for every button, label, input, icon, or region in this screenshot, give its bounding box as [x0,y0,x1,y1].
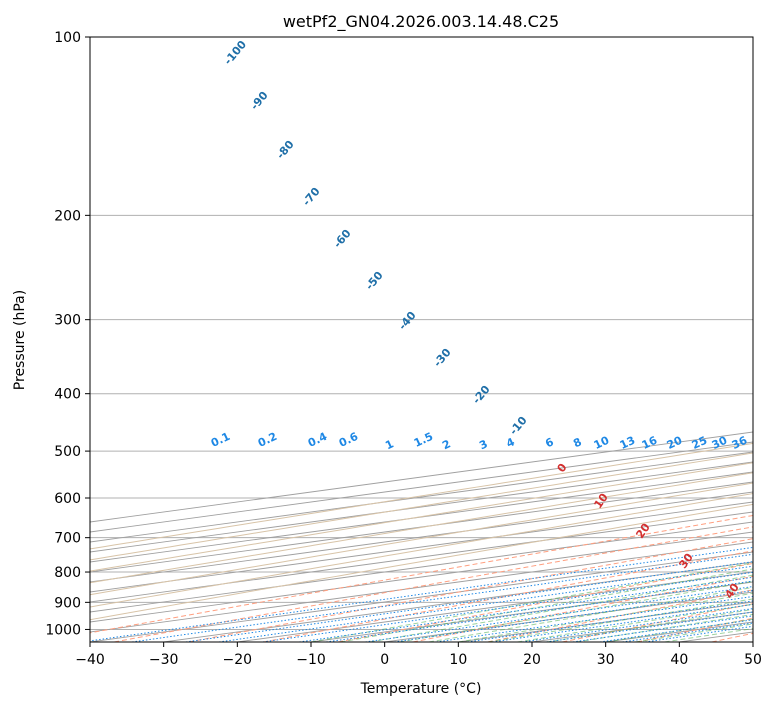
isotherm-gridline [90,521,753,613]
y-tick-label: 700 [54,531,81,547]
isotherm-gridline [90,461,753,553]
y-tick-label: 100 [54,30,81,46]
x-tick-label: 40 [670,652,688,668]
x-tick-label: −10 [296,652,326,668]
y-tick-label: 200 [54,208,81,224]
mixing-ratio-label: 30 [710,434,730,452]
axes: −40 −30 −20 −10 0 10 20 30 40 50 100 200 300 400 500 60… [45,30,762,668]
mixing-ratio-label: 20 [665,434,685,452]
dry-adiabat [263,550,753,642]
mixing-ratio-line [90,546,753,642]
x-tick-label: −20 [223,652,253,668]
reference-arc [90,493,753,608]
x-tick-label: 0 [380,652,389,668]
moist-adiabat [340,568,753,642]
x-axis-title: Temperature (°C) [360,681,482,697]
x-tick-label: 20 [523,652,541,668]
y-tick-label: 600 [54,491,81,507]
y-tick-label: 800 [54,565,81,581]
y-tick-label: 300 [54,313,81,329]
x-tick-label: 10 [449,652,467,668]
y-tick-label: 500 [54,444,81,460]
isotherm-gridline [90,491,753,583]
reference-arc [90,503,753,621]
x-tick-label: −40 [75,652,105,668]
x-tick-label: −30 [149,652,179,668]
isotherm-gridline [90,501,753,593]
chart-title: wetPf2_GN04.2026.003.14.48.C25 [283,12,559,32]
mixing-ratio-line [185,561,753,642]
x-tick-label: 30 [597,652,615,668]
mixing-ratio-label: 36 [730,434,750,452]
moist-adiabat [458,592,753,642]
y-tick-label: 1000 [45,622,81,638]
mixing-ratio-line [394,590,753,642]
plot-frame [89,36,754,643]
isotherm-gridline [90,451,753,543]
y-axis-title: Pressure (hPa) [12,290,28,390]
mixing-ratio-line [436,595,753,642]
reference-arc [90,442,753,550]
y-tick-label: 400 [54,387,81,403]
reference-arc [90,452,753,561]
dry-adiabat [412,575,753,642]
y-tick-label: 900 [54,595,81,611]
mixing-ratio-line [365,585,753,642]
reference-arc [90,462,753,572]
isotherm-gridline [90,481,753,573]
x-tick-label: 50 [744,652,762,668]
isotherm-gridline [90,531,753,623]
mixing-ratio-label: 13 [618,434,637,452]
mixing-ratio-label: 25 [690,434,709,452]
reference-arc [90,472,753,584]
reference-arc [90,482,753,596]
dry-adiabat [487,589,753,642]
background-lines [90,37,753,642]
isotherm-gridline [90,471,753,563]
mixing-ratio-label: 10 [592,434,612,452]
mixing-ratio-label: 16 [640,434,660,452]
moist-adiabat [399,580,753,642]
mixing-ratio-line [467,600,753,642]
dry-adiabat [114,526,753,642]
